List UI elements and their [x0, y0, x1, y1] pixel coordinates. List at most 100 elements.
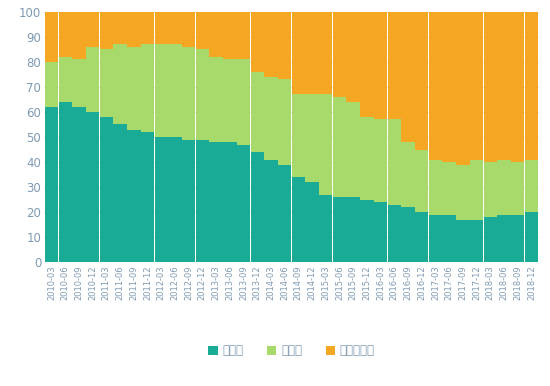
Bar: [511, 215, 525, 262]
Bar: [58, 12, 72, 57]
Bar: [168, 44, 182, 137]
Bar: [305, 182, 319, 262]
Bar: [264, 160, 278, 262]
Bar: [333, 197, 346, 262]
Bar: [429, 12, 442, 160]
Bar: [319, 94, 333, 195]
Bar: [470, 160, 483, 220]
Bar: [86, 112, 100, 262]
Bar: [86, 12, 100, 47]
Bar: [113, 124, 127, 262]
Bar: [196, 12, 209, 49]
Bar: [141, 44, 154, 132]
Bar: [100, 117, 113, 262]
Bar: [346, 102, 360, 197]
Bar: [182, 12, 195, 47]
Bar: [86, 47, 100, 112]
Bar: [264, 12, 278, 77]
Bar: [525, 212, 538, 262]
Bar: [333, 12, 346, 97]
Bar: [456, 12, 470, 164]
Bar: [210, 142, 223, 262]
Bar: [483, 162, 497, 217]
Bar: [100, 49, 113, 117]
Bar: [511, 162, 525, 215]
Bar: [141, 132, 154, 262]
Bar: [525, 160, 538, 212]
Bar: [470, 220, 483, 262]
Bar: [483, 12, 497, 162]
Bar: [278, 164, 292, 262]
Bar: [429, 159, 442, 215]
Bar: [442, 215, 456, 262]
Bar: [374, 202, 387, 262]
Bar: [223, 142, 236, 262]
Bar: [319, 12, 333, 95]
Bar: [127, 12, 141, 47]
Bar: [388, 12, 401, 119]
Bar: [278, 79, 292, 164]
Bar: [72, 59, 86, 107]
Bar: [429, 215, 442, 262]
Bar: [45, 62, 58, 107]
Bar: [155, 44, 168, 137]
Bar: [388, 205, 401, 262]
Bar: [456, 164, 470, 220]
Bar: [305, 12, 319, 95]
Bar: [72, 12, 86, 59]
Bar: [374, 119, 387, 202]
Bar: [210, 57, 223, 142]
Bar: [58, 102, 72, 262]
Bar: [442, 12, 456, 162]
Bar: [415, 149, 428, 212]
Bar: [497, 12, 511, 160]
Bar: [497, 159, 511, 215]
Bar: [196, 49, 209, 139]
Bar: [113, 44, 127, 124]
Bar: [155, 12, 168, 44]
Bar: [250, 12, 264, 72]
Bar: [237, 59, 250, 144]
Bar: [223, 59, 236, 142]
Bar: [182, 47, 195, 139]
Bar: [45, 107, 58, 262]
Bar: [292, 94, 305, 177]
Legend: 融资类, 投资类, 事务管理类: 融资类, 投资类, 事务管理类: [204, 340, 380, 362]
Bar: [250, 152, 264, 262]
Bar: [319, 195, 333, 262]
Bar: [415, 12, 428, 149]
Bar: [127, 129, 141, 262]
Bar: [497, 215, 511, 262]
Bar: [196, 139, 209, 262]
Bar: [182, 139, 195, 262]
Bar: [470, 12, 483, 160]
Bar: [360, 117, 373, 200]
Bar: [127, 47, 141, 129]
Bar: [45, 12, 58, 62]
Bar: [72, 107, 86, 262]
Bar: [525, 12, 538, 160]
Bar: [223, 12, 236, 59]
Bar: [402, 142, 415, 207]
Bar: [305, 94, 319, 182]
Bar: [415, 212, 428, 262]
Bar: [292, 177, 305, 262]
Bar: [264, 77, 278, 160]
Bar: [442, 162, 456, 215]
Bar: [346, 197, 360, 262]
Bar: [168, 137, 182, 262]
Bar: [100, 12, 113, 49]
Bar: [402, 207, 415, 262]
Bar: [346, 12, 360, 102]
Bar: [333, 97, 346, 197]
Bar: [141, 12, 154, 44]
Bar: [237, 12, 250, 59]
Bar: [278, 12, 292, 79]
Bar: [402, 12, 415, 142]
Bar: [456, 220, 470, 262]
Bar: [155, 137, 168, 262]
Bar: [292, 12, 305, 95]
Bar: [237, 144, 250, 262]
Bar: [168, 12, 182, 44]
Bar: [483, 217, 497, 262]
